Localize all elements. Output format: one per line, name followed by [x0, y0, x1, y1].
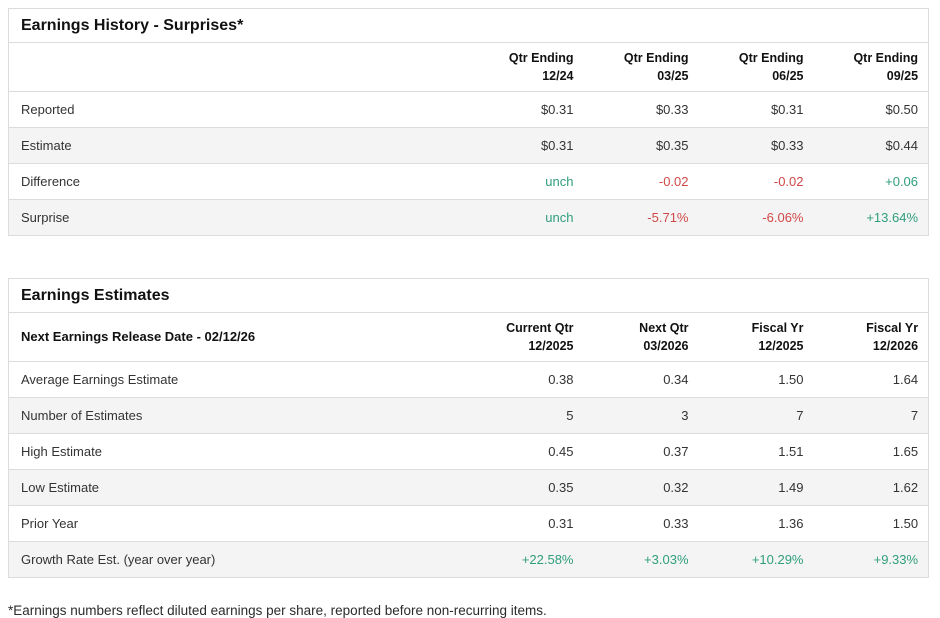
cell-value: 7 — [813, 397, 929, 434]
cell-value: unch — [468, 199, 584, 236]
earnings-estimates-table: Earnings Estimates Next Earnings Release… — [8, 278, 930, 578]
cell-value: 1.62 — [813, 469, 929, 506]
cell-value: +0.06 — [813, 163, 929, 200]
cell-value: +10.29% — [698, 541, 814, 578]
cell-value: -0.02 — [698, 163, 814, 200]
cell-value: 1.36 — [698, 505, 814, 542]
row-label: High Estimate — [8, 433, 469, 470]
row-label: Growth Rate Est. (year over year) — [8, 541, 469, 578]
row-label: Average Earnings Estimate — [8, 361, 469, 398]
cell-value: 1.65 — [813, 433, 929, 470]
column-header-fiscal-yr-1: Fiscal Yr 12/2025 — [698, 312, 814, 362]
earnings-history-header-row: Qtr Ending 12/24 Qtr Ending 03/25 Qtr En… — [8, 42, 929, 92]
cell-value: 1.50 — [698, 361, 814, 398]
column-header-current-qtr: Current Qtr 12/2025 — [468, 312, 584, 362]
earnings-history-title-row: Earnings History - Surprises* — [8, 8, 929, 43]
cell-value: +13.64% — [813, 199, 929, 236]
row-label: Reported — [8, 91, 469, 128]
cell-value: $0.35 — [583, 127, 699, 164]
row-label: Number of Estimates — [8, 397, 469, 434]
column-header-fiscal-yr-2: Fiscal Yr 12/2026 — [813, 312, 929, 362]
cell-value: 0.38 — [468, 361, 584, 398]
column-header-qtr-4: Qtr Ending 09/25 — [813, 42, 929, 92]
table-row-average-earnings-estimate: Average Earnings Estimate 0.38 0.34 1.50… — [8, 361, 929, 398]
earnings-estimates-title-row: Earnings Estimates — [8, 278, 929, 313]
column-header-qtr-3: Qtr Ending 06/25 — [698, 42, 814, 92]
cell-value: 3 — [583, 397, 699, 434]
earnings-estimates-title: Earnings Estimates — [8, 278, 929, 313]
cell-value: 1.49 — [698, 469, 814, 506]
cell-value: $0.31 — [698, 91, 814, 128]
cell-value: $0.50 — [813, 91, 929, 128]
cell-value: 0.34 — [583, 361, 699, 398]
cell-value: 0.33 — [583, 505, 699, 542]
table-row-prior-year: Prior Year 0.31 0.33 1.36 1.50 — [8, 505, 929, 542]
cell-value: $0.33 — [583, 91, 699, 128]
earnings-history-corner-cell — [8, 42, 469, 92]
cell-value: 0.45 — [468, 433, 584, 470]
cell-value: 0.35 — [468, 469, 584, 506]
row-label: Surprise — [8, 199, 469, 236]
cell-value: -0.02 — [583, 163, 699, 200]
cell-value: 1.64 — [813, 361, 929, 398]
cell-value: $0.44 — [813, 127, 929, 164]
cell-value: unch — [468, 163, 584, 200]
earnings-history-title: Earnings History - Surprises* — [8, 8, 929, 43]
table-row-growth-rate-est: Growth Rate Est. (year over year) +22.58… — [8, 541, 929, 578]
earnings-estimates-header-row: Next Earnings Release Date - 02/12/26 Cu… — [8, 312, 929, 362]
table-row-surprise: Surprise unch -5.71% -6.06% +13.64% — [8, 199, 929, 236]
cell-value: 1.51 — [698, 433, 814, 470]
cell-value: +9.33% — [813, 541, 929, 578]
earnings-history-table: Earnings History - Surprises* Qtr Ending… — [8, 8, 930, 236]
cell-value: -6.06% — [698, 199, 814, 236]
cell-value: 0.37 — [583, 433, 699, 470]
column-header-qtr-2: Qtr Ending 03/25 — [583, 42, 699, 92]
table-row-reported: Reported $0.31 $0.33 $0.31 $0.50 — [8, 91, 929, 128]
cell-value: +3.03% — [583, 541, 699, 578]
cell-value: +22.58% — [468, 541, 584, 578]
row-label: Difference — [8, 163, 469, 200]
column-header-next-qtr: Next Qtr 03/2026 — [583, 312, 699, 362]
next-earnings-release-date: Next Earnings Release Date - 02/12/26 — [8, 312, 469, 362]
row-label: Estimate — [8, 127, 469, 164]
cell-value: 5 — [468, 397, 584, 434]
cell-value: 1.50 — [813, 505, 929, 542]
cell-value: $0.31 — [468, 91, 584, 128]
table-row-number-of-estimates: Number of Estimates 5 3 7 7 — [8, 397, 929, 434]
cell-value: $0.33 — [698, 127, 814, 164]
table-row-high-estimate: High Estimate 0.45 0.37 1.51 1.65 — [8, 433, 929, 470]
table-row-low-estimate: Low Estimate 0.35 0.32 1.49 1.62 — [8, 469, 929, 506]
earnings-footnote: *Earnings numbers reflect diluted earnin… — [8, 603, 547, 618]
column-header-qtr-1: Qtr Ending 12/24 — [468, 42, 584, 92]
cell-value: -5.71% — [583, 199, 699, 236]
row-label: Prior Year — [8, 505, 469, 542]
table-row-estimate: Estimate $0.31 $0.35 $0.33 $0.44 — [8, 127, 929, 164]
row-label: Low Estimate — [8, 469, 469, 506]
cell-value: 0.32 — [583, 469, 699, 506]
cell-value: 0.31 — [468, 505, 584, 542]
cell-value: $0.31 — [468, 127, 584, 164]
table-row-difference: Difference unch -0.02 -0.02 +0.06 — [8, 163, 929, 200]
cell-value: 7 — [698, 397, 814, 434]
